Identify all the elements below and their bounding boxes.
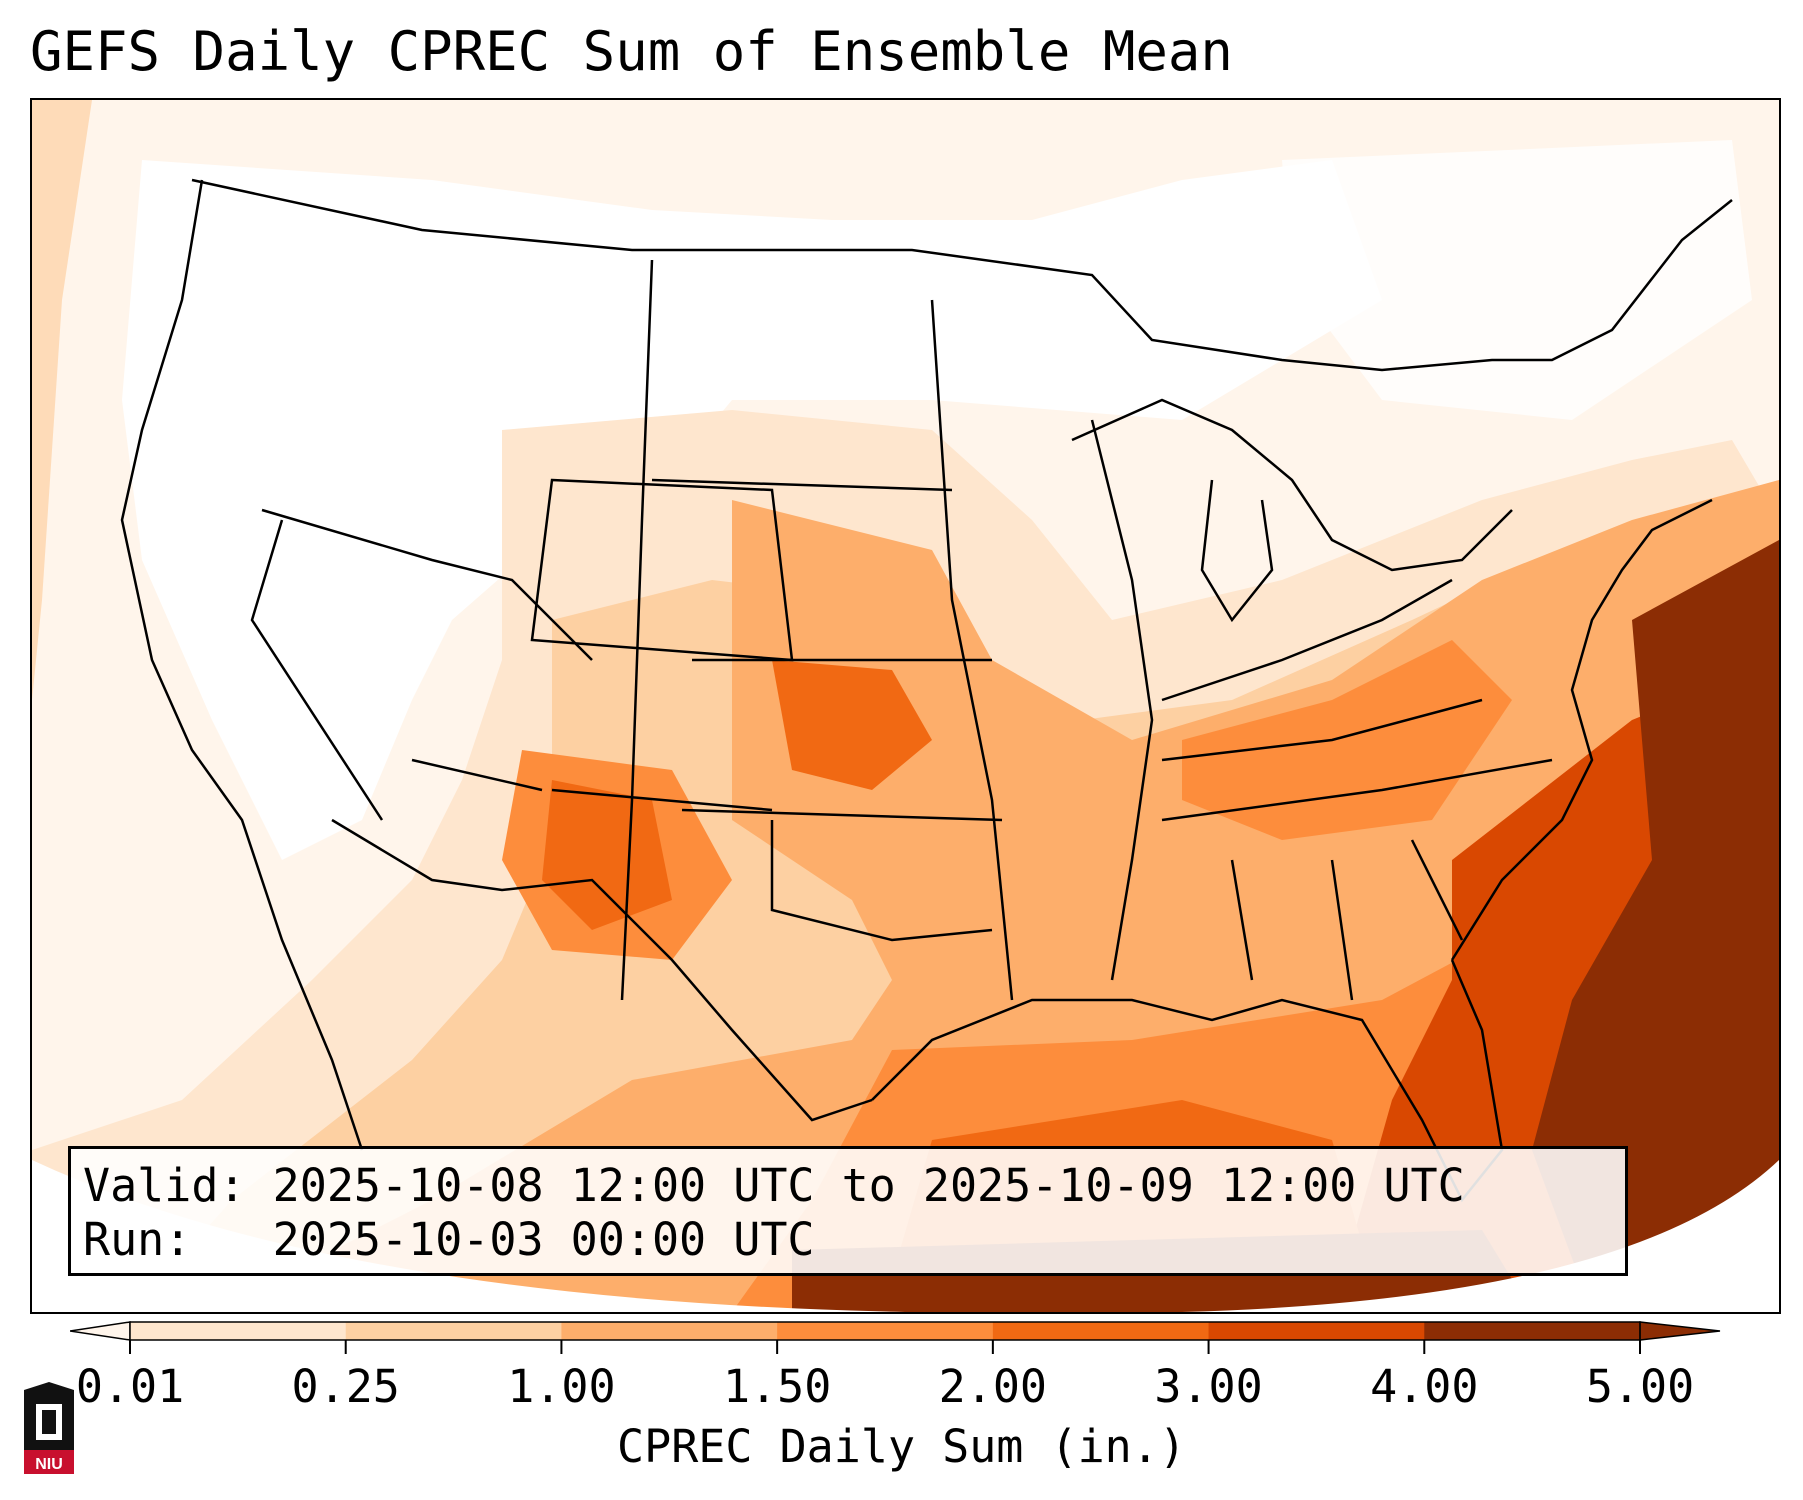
border-nevada [250,519,384,821]
run-value: 2025-10-03 00:00 UTC [272,1213,815,1266]
logo-tower-inner [42,1410,56,1434]
border-michigan [1200,479,1274,623]
colorbar-tick-label: 0.01 [75,1360,185,1413]
border-kansas-south [681,808,1003,822]
valid-value: 2025-10-08 12:00 UTC to 2025-10-09 12:00… [272,1159,1465,1212]
colorbar-extend-low [70,1321,131,1341]
colorbar-segment [777,1322,994,1340]
map-outside-left [32,100,92,700]
colorbar-outline [129,1321,1641,1341]
precip-heavy-nm [542,780,672,930]
colorbar-tick-label: 4.00 [1370,1360,1479,1413]
colorbar-tick-label: 2.00 [938,1360,1048,1413]
colorbar-tick-label: 1.50 [722,1360,832,1413]
precip-none-west [122,160,1382,860]
chart-title: GEFS Daily CPREC Sum of Ensemble Mean [30,20,1233,83]
valid-label: Valid: [83,1159,246,1212]
colorbar-segment [1208,1322,1425,1340]
border-canada-us [191,178,1733,372]
border-utah-az [411,758,543,792]
niu-logo: NIU [24,1382,74,1474]
colorbar-extend-high [1639,1321,1721,1341]
border-southeast [1230,839,1464,1001]
colorbar-tick-label: 5.00 [1585,1360,1695,1413]
border-ky-tn [1161,698,1483,762]
borders [120,178,1733,1203]
border-east-coast [1450,498,1713,961]
border-mississippi [1090,419,1154,981]
colorbar-segment [561,1322,778,1340]
precip-mod-ohio [1182,640,1512,840]
precip-shading [32,100,1779,1312]
border-west-coast [120,179,364,1151]
colorbar-segment [345,1322,562,1340]
precip-none-north [1282,140,1752,420]
colorbar-segment [992,1322,1210,1340]
logo-text: NIU [35,1456,63,1473]
run-label: Run: [83,1213,192,1266]
colorbar-tick-label: 0.25 [291,1360,400,1413]
border-great-lakes [1071,398,1513,572]
precip-heavy-kansas [772,660,932,790]
border-ohio-river [1161,578,1453,702]
border-nm-co [551,788,773,812]
colorbar-tick-label: 3.00 [1154,1360,1263,1413]
precip-extreme-atlantic [1532,540,1779,1312]
border-ok-tx [770,820,993,942]
colorbar-label: CPREC Daily Sum (in.) [617,1420,1186,1473]
info-box: Valid: 2025-10-08 12:00 UTC to 2025-10-0… [68,1146,1628,1276]
map-outside-bottom-right [1182,1160,1779,1312]
colorbar [70,1321,1721,1354]
border-wy [530,478,794,662]
logo-band [24,1450,74,1474]
border-tn-nc [1161,758,1553,822]
colorbar-segment [1424,1322,1641,1340]
precipitation-map [30,98,1781,1314]
border-rockies-east [620,259,654,1001]
border-gulf-coast [871,959,1504,1203]
border-great-basin [261,508,593,661]
border-dakotas-south [651,478,953,492]
border-plains-east [930,299,1014,1001]
border-mexico [331,818,873,1122]
colorbar-tick-label: 1.00 [507,1360,616,1413]
colorbar-segment [130,1322,347,1340]
